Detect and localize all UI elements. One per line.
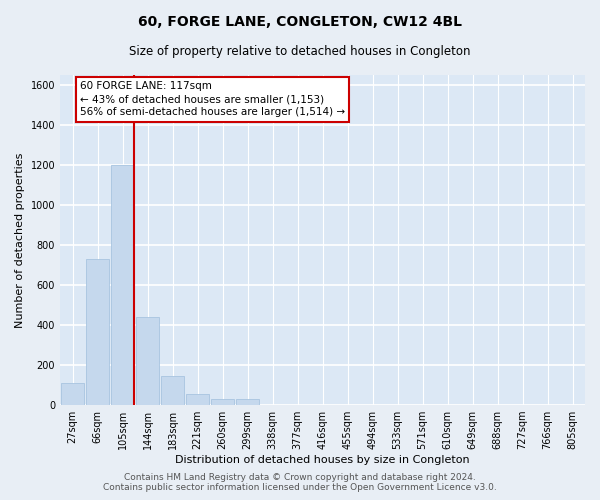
Text: 60 FORGE LANE: 117sqm
← 43% of detached houses are smaller (1,153)
56% of semi-d: 60 FORGE LANE: 117sqm ← 43% of detached … — [80, 81, 345, 118]
Y-axis label: Number of detached properties: Number of detached properties — [15, 152, 25, 328]
X-axis label: Distribution of detached houses by size in Congleton: Distribution of detached houses by size … — [175, 455, 470, 465]
Text: Contains HM Land Registry data © Crown copyright and database right 2024.
Contai: Contains HM Land Registry data © Crown c… — [103, 473, 497, 492]
Text: 60, FORGE LANE, CONGLETON, CW12 4BL: 60, FORGE LANE, CONGLETON, CW12 4BL — [138, 15, 462, 29]
Bar — [136, 317, 159, 405]
Bar — [211, 399, 234, 405]
Bar — [186, 394, 209, 405]
Bar — [86, 259, 109, 405]
Bar — [61, 383, 84, 405]
Bar — [111, 165, 134, 405]
Bar — [236, 399, 259, 405]
Bar — [161, 376, 184, 405]
Text: Size of property relative to detached houses in Congleton: Size of property relative to detached ho… — [129, 45, 471, 58]
